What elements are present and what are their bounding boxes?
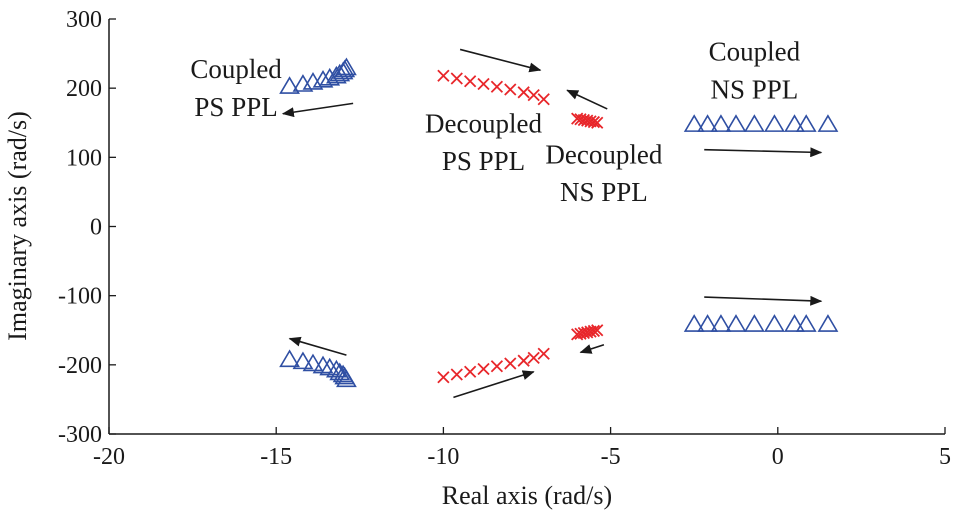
y-tick-label: 100 xyxy=(66,145,102,171)
annotation-label: Coupled xyxy=(190,54,282,84)
triangle-marker xyxy=(279,349,300,368)
x-marker xyxy=(437,371,450,384)
triangle-marker xyxy=(795,114,817,132)
series-1 xyxy=(437,69,550,384)
x-marker xyxy=(504,357,517,370)
y-tick-label: -300 xyxy=(58,422,102,448)
trajectory-arrow xyxy=(459,48,542,73)
y-tick-label: 200 xyxy=(66,76,102,102)
y-tick-label: -100 xyxy=(58,284,102,310)
x-marker xyxy=(537,93,550,106)
x-marker xyxy=(591,116,604,129)
triangle-marker xyxy=(710,114,732,132)
x-tick-label: -10 xyxy=(427,444,459,470)
x-marker xyxy=(490,80,504,93)
arrow-layer xyxy=(281,48,823,399)
series-3 xyxy=(683,114,839,332)
annotation-label: PS PPL xyxy=(442,146,525,176)
triangle-marker xyxy=(764,314,785,332)
triangle-marker xyxy=(312,355,334,374)
x-tick-label: -15 xyxy=(260,444,292,470)
triangle-marker xyxy=(319,357,341,376)
x-marker xyxy=(527,88,540,102)
triangle-marker xyxy=(710,314,732,332)
trajectory-arrow xyxy=(453,370,535,399)
triangle-marker xyxy=(743,314,765,332)
triangle-marker xyxy=(312,69,334,88)
y-axis-ticks: -300 -200 -100 0 100 200 300 xyxy=(58,7,116,448)
x-marker xyxy=(464,75,477,88)
triangle-marker xyxy=(764,114,785,132)
x-marker xyxy=(537,347,550,360)
annotation-label: Decoupled xyxy=(425,108,542,138)
triangle-marker xyxy=(302,353,324,372)
annotation-label: NS PPL xyxy=(710,75,798,105)
series-2 xyxy=(571,112,604,341)
x-marker xyxy=(477,362,490,376)
triangle-marker xyxy=(279,76,300,94)
trajectory-arrow xyxy=(704,295,823,306)
triangle-marker xyxy=(683,114,705,132)
x-marker xyxy=(477,77,490,91)
triangle-marker xyxy=(336,57,357,76)
series-0 xyxy=(279,57,357,388)
triangle-marker xyxy=(329,362,351,381)
triangle-marker xyxy=(336,369,357,388)
triangle-marker xyxy=(725,114,747,132)
x-axis-title: Real axis (rad/s) xyxy=(442,481,612,510)
triangle-marker xyxy=(292,351,314,370)
x-marker xyxy=(437,69,450,82)
trajectory-arrow xyxy=(281,102,354,118)
triangle-marker xyxy=(697,314,718,332)
triangle-marker xyxy=(329,63,351,82)
triangle-marker xyxy=(784,314,805,332)
trajectory-arrow xyxy=(704,147,823,158)
x-marker xyxy=(504,83,517,96)
x-marker xyxy=(587,115,601,129)
triangle-marker xyxy=(784,114,805,132)
y-tick-label: 300 xyxy=(66,7,102,33)
triangle-marker xyxy=(795,314,817,332)
x-axis-ticks: -20 -15 -10 -5 0 5 xyxy=(93,427,951,470)
annotation-layer: Coupled PS PPL Decoupled PS PPL Decoupled NS … xyxy=(190,37,800,207)
trajectory-arrow xyxy=(566,89,608,110)
y-tick-label: 0 xyxy=(90,215,102,241)
triangle-marker xyxy=(817,114,839,132)
x-tick-label: 5 xyxy=(939,444,951,470)
annotation-label: NS PPL xyxy=(560,177,648,207)
x-marker xyxy=(450,368,463,381)
x-tick-label: 0 xyxy=(772,444,784,470)
x-tick-label: -20 xyxy=(93,444,125,470)
x-marker xyxy=(517,354,530,367)
annotation-label: PS PPL xyxy=(194,92,277,122)
triangle-marker xyxy=(697,114,718,132)
triangle-marker xyxy=(725,314,747,332)
series-layer xyxy=(279,57,839,388)
x-marker xyxy=(517,86,530,99)
x-marker xyxy=(464,365,477,378)
triangle-marker xyxy=(817,314,839,332)
x-marker xyxy=(587,324,601,338)
x-tick-label: -5 xyxy=(601,444,621,470)
annotation-label: Decoupled xyxy=(545,140,662,170)
x-marker xyxy=(450,72,463,85)
annotation-label: Coupled xyxy=(709,37,801,67)
x-marker xyxy=(490,360,504,373)
triangle-marker xyxy=(683,314,705,332)
y-axis-title: Imaginary axis (rad/s) xyxy=(3,111,32,341)
trajectory-arrow xyxy=(579,344,605,354)
triangle-marker xyxy=(743,114,765,132)
x-marker xyxy=(591,324,604,337)
x-marker xyxy=(527,351,540,365)
y-tick-label: -200 xyxy=(58,353,102,379)
trajectory-arrow xyxy=(288,336,347,356)
